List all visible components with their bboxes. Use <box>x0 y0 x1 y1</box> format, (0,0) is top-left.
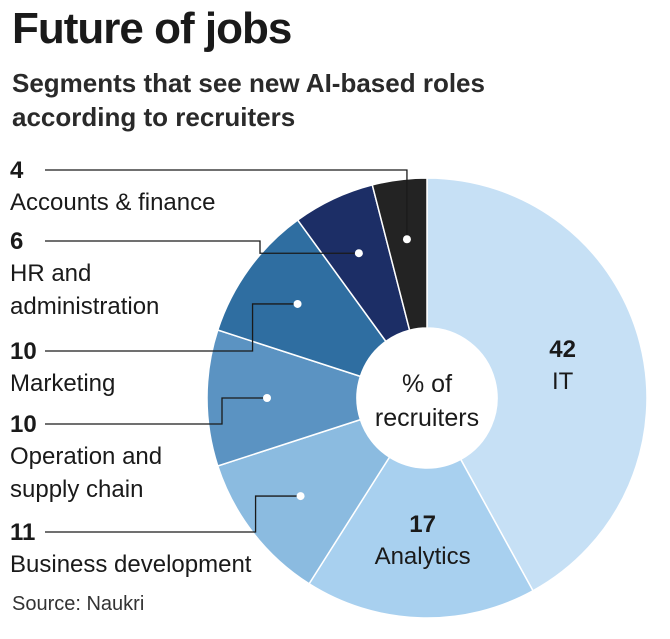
side-value-marketing: 10 <box>10 338 37 365</box>
inner-value-analytics: 17 <box>409 511 436 538</box>
side-value-operation-and-supply-chain: 10 <box>10 411 37 438</box>
side-name-business-development-1: Business development <box>10 551 252 578</box>
side-value-business-development: 11 <box>10 519 35 546</box>
side-name-hr-and-administration-1: HR and <box>10 260 91 287</box>
marker-dot-marketing <box>293 299 302 308</box>
side-name-accounts-and-finance-1: Accounts & finance <box>10 189 215 216</box>
marker-dot-accounts-and-finance <box>402 235 411 244</box>
leader-line-business-development <box>45 495 301 533</box>
chart-title: Future of jobs <box>12 4 292 53</box>
inner-value-it: 42 <box>549 336 576 363</box>
slice-it <box>426 177 648 592</box>
side-name-operation-and-supply-chain-2: supply chain <box>10 476 143 503</box>
leader-line-operation-and-supply-chain <box>45 397 267 425</box>
marker-dot-business-development <box>296 492 305 501</box>
slice-marketing <box>216 218 387 378</box>
marker-dot-operation-and-supply-chain <box>263 394 271 402</box>
leader-line-accounts-and-finance <box>45 169 408 240</box>
slice-business-development <box>216 418 391 585</box>
leader-line-hr-and-administration <box>45 240 359 254</box>
slice-accounts-and-finance <box>371 177 428 332</box>
side-name-operation-and-supply-chain-1: Operation and <box>10 443 162 470</box>
side-name-marketing-1: Marketing <box>10 370 115 397</box>
side-name-hr-and-administration-2: administration <box>10 293 159 320</box>
center-label-line-2: recruiters <box>375 404 479 432</box>
slice-analytics <box>308 456 535 619</box>
leader-line-marketing <box>45 303 298 352</box>
inner-name-analytics: Analytics <box>375 543 471 570</box>
inner-name-it: IT <box>552 368 574 395</box>
side-value-hr-and-administration: 6 <box>10 228 23 255</box>
source-note: Source: Naukri <box>12 593 145 615</box>
side-value-accounts-and-finance: 4 <box>10 157 24 184</box>
chart-subtitle: Segments that see new AI-based roles acc… <box>12 68 485 132</box>
center-label-line-1: % of <box>402 370 452 398</box>
marker-dot-hr-and-administration <box>354 249 363 258</box>
